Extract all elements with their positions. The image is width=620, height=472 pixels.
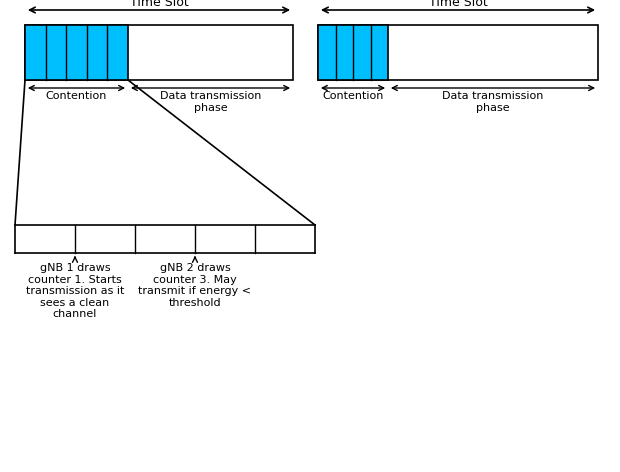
Text: Time Slot: Time Slot: [428, 0, 487, 9]
Text: gNB 2 draws
counter 3. May
transmit if energy <
threshold: gNB 2 draws counter 3. May transmit if e…: [138, 263, 252, 308]
Text: gNB 1 draws
counter 1. Starts
transmission as it
sees a clean
channel: gNB 1 draws counter 1. Starts transmissi…: [26, 263, 124, 320]
Text: Time Slot: Time Slot: [130, 0, 188, 9]
Bar: [25, 25, 293, 80]
Bar: [318, 25, 598, 80]
Bar: [25, 25, 128, 80]
Text: Contention: Contention: [46, 91, 107, 101]
Text: Contention: Contention: [322, 91, 384, 101]
Text: Data transmission
phase: Data transmission phase: [442, 91, 544, 113]
Bar: [318, 25, 388, 80]
Text: Data transmission
phase: Data transmission phase: [160, 91, 261, 113]
